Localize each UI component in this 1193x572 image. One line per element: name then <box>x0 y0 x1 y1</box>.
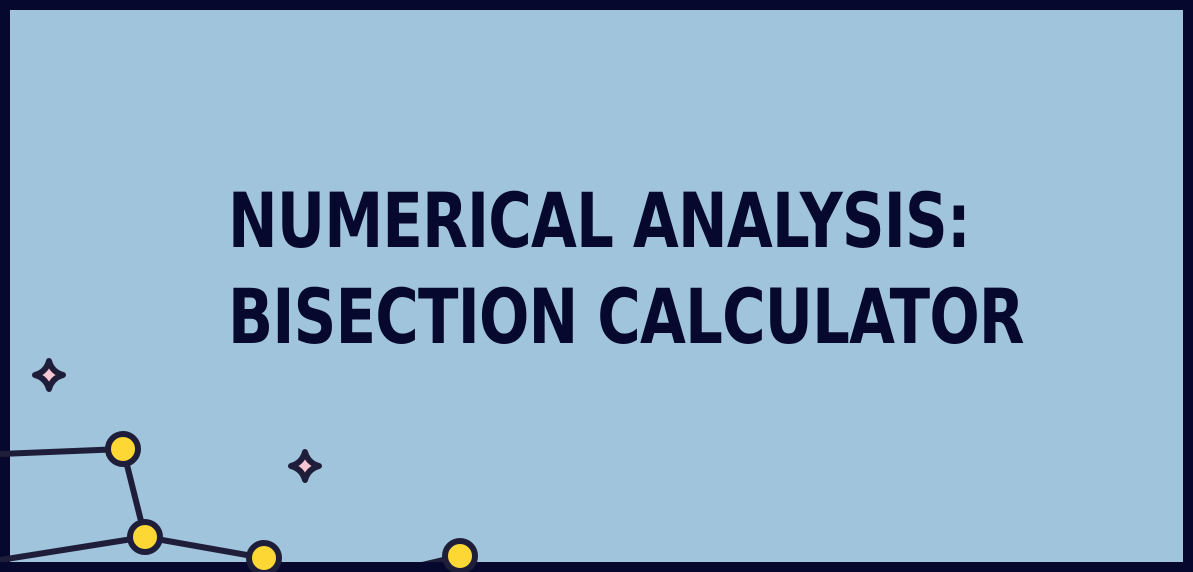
title-line-1: NUMERICAL ANALYSIS: <box>228 176 971 265</box>
page-title: NUMERICAL ANALYSIS: BISECTION CALCULATOR <box>228 173 1025 365</box>
graph-edge <box>0 446 126 457</box>
title-line-2: BISECTION CALCULATOR <box>228 272 1025 361</box>
node-icon <box>105 431 141 467</box>
node-icon <box>442 538 478 572</box>
graph-edge <box>0 534 148 563</box>
graph-nodes <box>105 431 478 572</box>
node-icon <box>246 540 282 572</box>
sparkle-icon <box>288 449 322 483</box>
sparkle-icon <box>32 358 66 392</box>
graph-edges <box>0 446 463 572</box>
node-icon <box>127 519 163 555</box>
frame-bottom-edge <box>0 562 1193 572</box>
graph-edge <box>142 534 267 561</box>
